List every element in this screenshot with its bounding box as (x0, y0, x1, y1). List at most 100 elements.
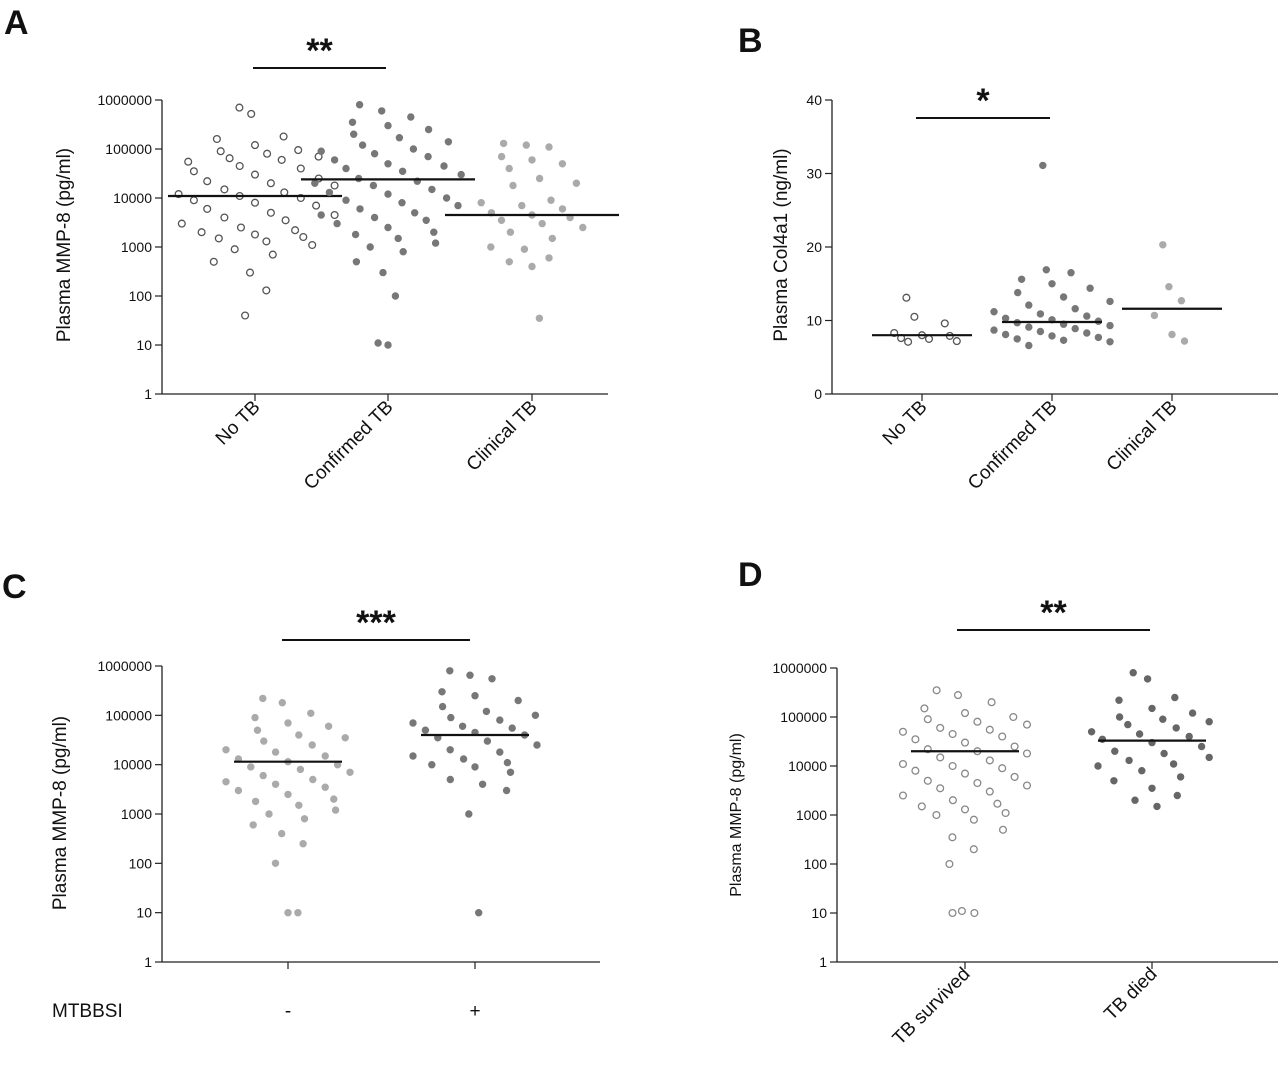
x-category-label: TB survived (889, 964, 975, 1050)
data-point (409, 752, 417, 760)
panel-d-letter: D (738, 556, 763, 594)
data-point (268, 250, 277, 259)
data-point (547, 196, 555, 204)
data-point (309, 775, 317, 784)
data-point (321, 752, 329, 760)
y-tick-label: 10000 (113, 757, 152, 773)
data-point (904, 337, 913, 346)
y-tick-label: 1 (819, 954, 827, 970)
data-point (987, 698, 996, 707)
data-point (1197, 742, 1206, 751)
data-point (284, 719, 292, 727)
data-point (932, 686, 941, 695)
y-tick-label: 100 (804, 856, 828, 872)
data-point (1159, 715, 1167, 723)
data-point (428, 185, 436, 194)
data-point (1042, 266, 1051, 274)
data-point (407, 113, 415, 121)
data-point (379, 268, 387, 277)
panel-c-group-label: MTBBSI (52, 1001, 123, 1022)
data-point (214, 234, 223, 243)
data-point (251, 797, 260, 806)
data-point (545, 143, 553, 151)
data-point (247, 109, 256, 118)
data-point (902, 293, 911, 302)
data-point (509, 181, 517, 190)
data-point (1115, 696, 1123, 704)
data-point (308, 741, 316, 749)
data-point (558, 160, 567, 168)
data-point (514, 696, 522, 705)
data-point (241, 311, 250, 320)
data-point (488, 675, 496, 683)
data-point (330, 156, 339, 164)
x-category-label: Confirmed TB (964, 397, 1061, 494)
data-point (341, 734, 349, 742)
data-point (265, 810, 273, 818)
data-point (430, 228, 438, 236)
data-point (263, 149, 272, 158)
data-point (998, 764, 1007, 773)
data-point (499, 139, 508, 148)
data-point (985, 725, 994, 734)
data-point (1169, 760, 1178, 768)
data-point (440, 162, 448, 170)
data-point (1159, 241, 1167, 249)
data-point (203, 204, 212, 213)
data-point (317, 211, 325, 219)
data-point (518, 201, 526, 210)
data-point (917, 802, 926, 811)
data-point (948, 729, 957, 739)
panel-d-chart: D Plasma MMP-8 (pg/ml) 1 10 100 1000 10000 10… (728, 556, 1278, 1049)
data-point (222, 746, 230, 754)
data-point (506, 228, 515, 236)
data-point (1110, 777, 1118, 785)
data-point (936, 784, 945, 793)
data-point (281, 216, 290, 225)
data-point (948, 908, 957, 918)
x-category-label: No TB (879, 397, 932, 450)
data-point (1083, 329, 1091, 337)
data-point (538, 219, 546, 228)
data-point (945, 859, 954, 869)
data-point (1111, 747, 1119, 755)
data-point (911, 766, 920, 775)
y-tick-label: 1 (144, 386, 152, 402)
data-point (250, 141, 260, 150)
data-point (990, 308, 998, 316)
y-tick-label: 1 (144, 954, 152, 970)
data-point (271, 859, 280, 867)
data-point (384, 341, 392, 349)
data-point (471, 691, 479, 700)
data-point (346, 768, 354, 776)
data-point (454, 201, 462, 210)
data-point (438, 688, 446, 696)
data-point (990, 326, 998, 334)
panel-a-letter: A (4, 4, 29, 42)
data-point (475, 908, 483, 917)
data-point (350, 130, 358, 138)
data-point (358, 141, 367, 149)
data-point (505, 258, 513, 266)
data-point (277, 155, 286, 164)
data-point (234, 786, 243, 795)
data-point (398, 199, 406, 207)
data-point (222, 778, 230, 786)
data-point (487, 243, 495, 251)
data-point (953, 691, 963, 700)
data-point (1185, 732, 1193, 741)
panel-b-chart: B Plasma Col4a1 (ng/ml) 0 10 20 30 40 No TB Co… (738, 22, 1278, 494)
data-point (197, 228, 206, 237)
panel-a-ylabel: Plasma MMP-8 (pg/ml) (54, 148, 75, 342)
data-point (394, 234, 402, 243)
data-point (251, 713, 259, 722)
data-point (422, 216, 430, 225)
data-point (1148, 784, 1156, 792)
data-point (266, 208, 275, 217)
data-point (291, 226, 300, 235)
data-point (923, 715, 932, 724)
data-point (184, 157, 193, 166)
data-point (1171, 693, 1179, 702)
data-point (1022, 781, 1032, 790)
data-point (1048, 280, 1056, 288)
